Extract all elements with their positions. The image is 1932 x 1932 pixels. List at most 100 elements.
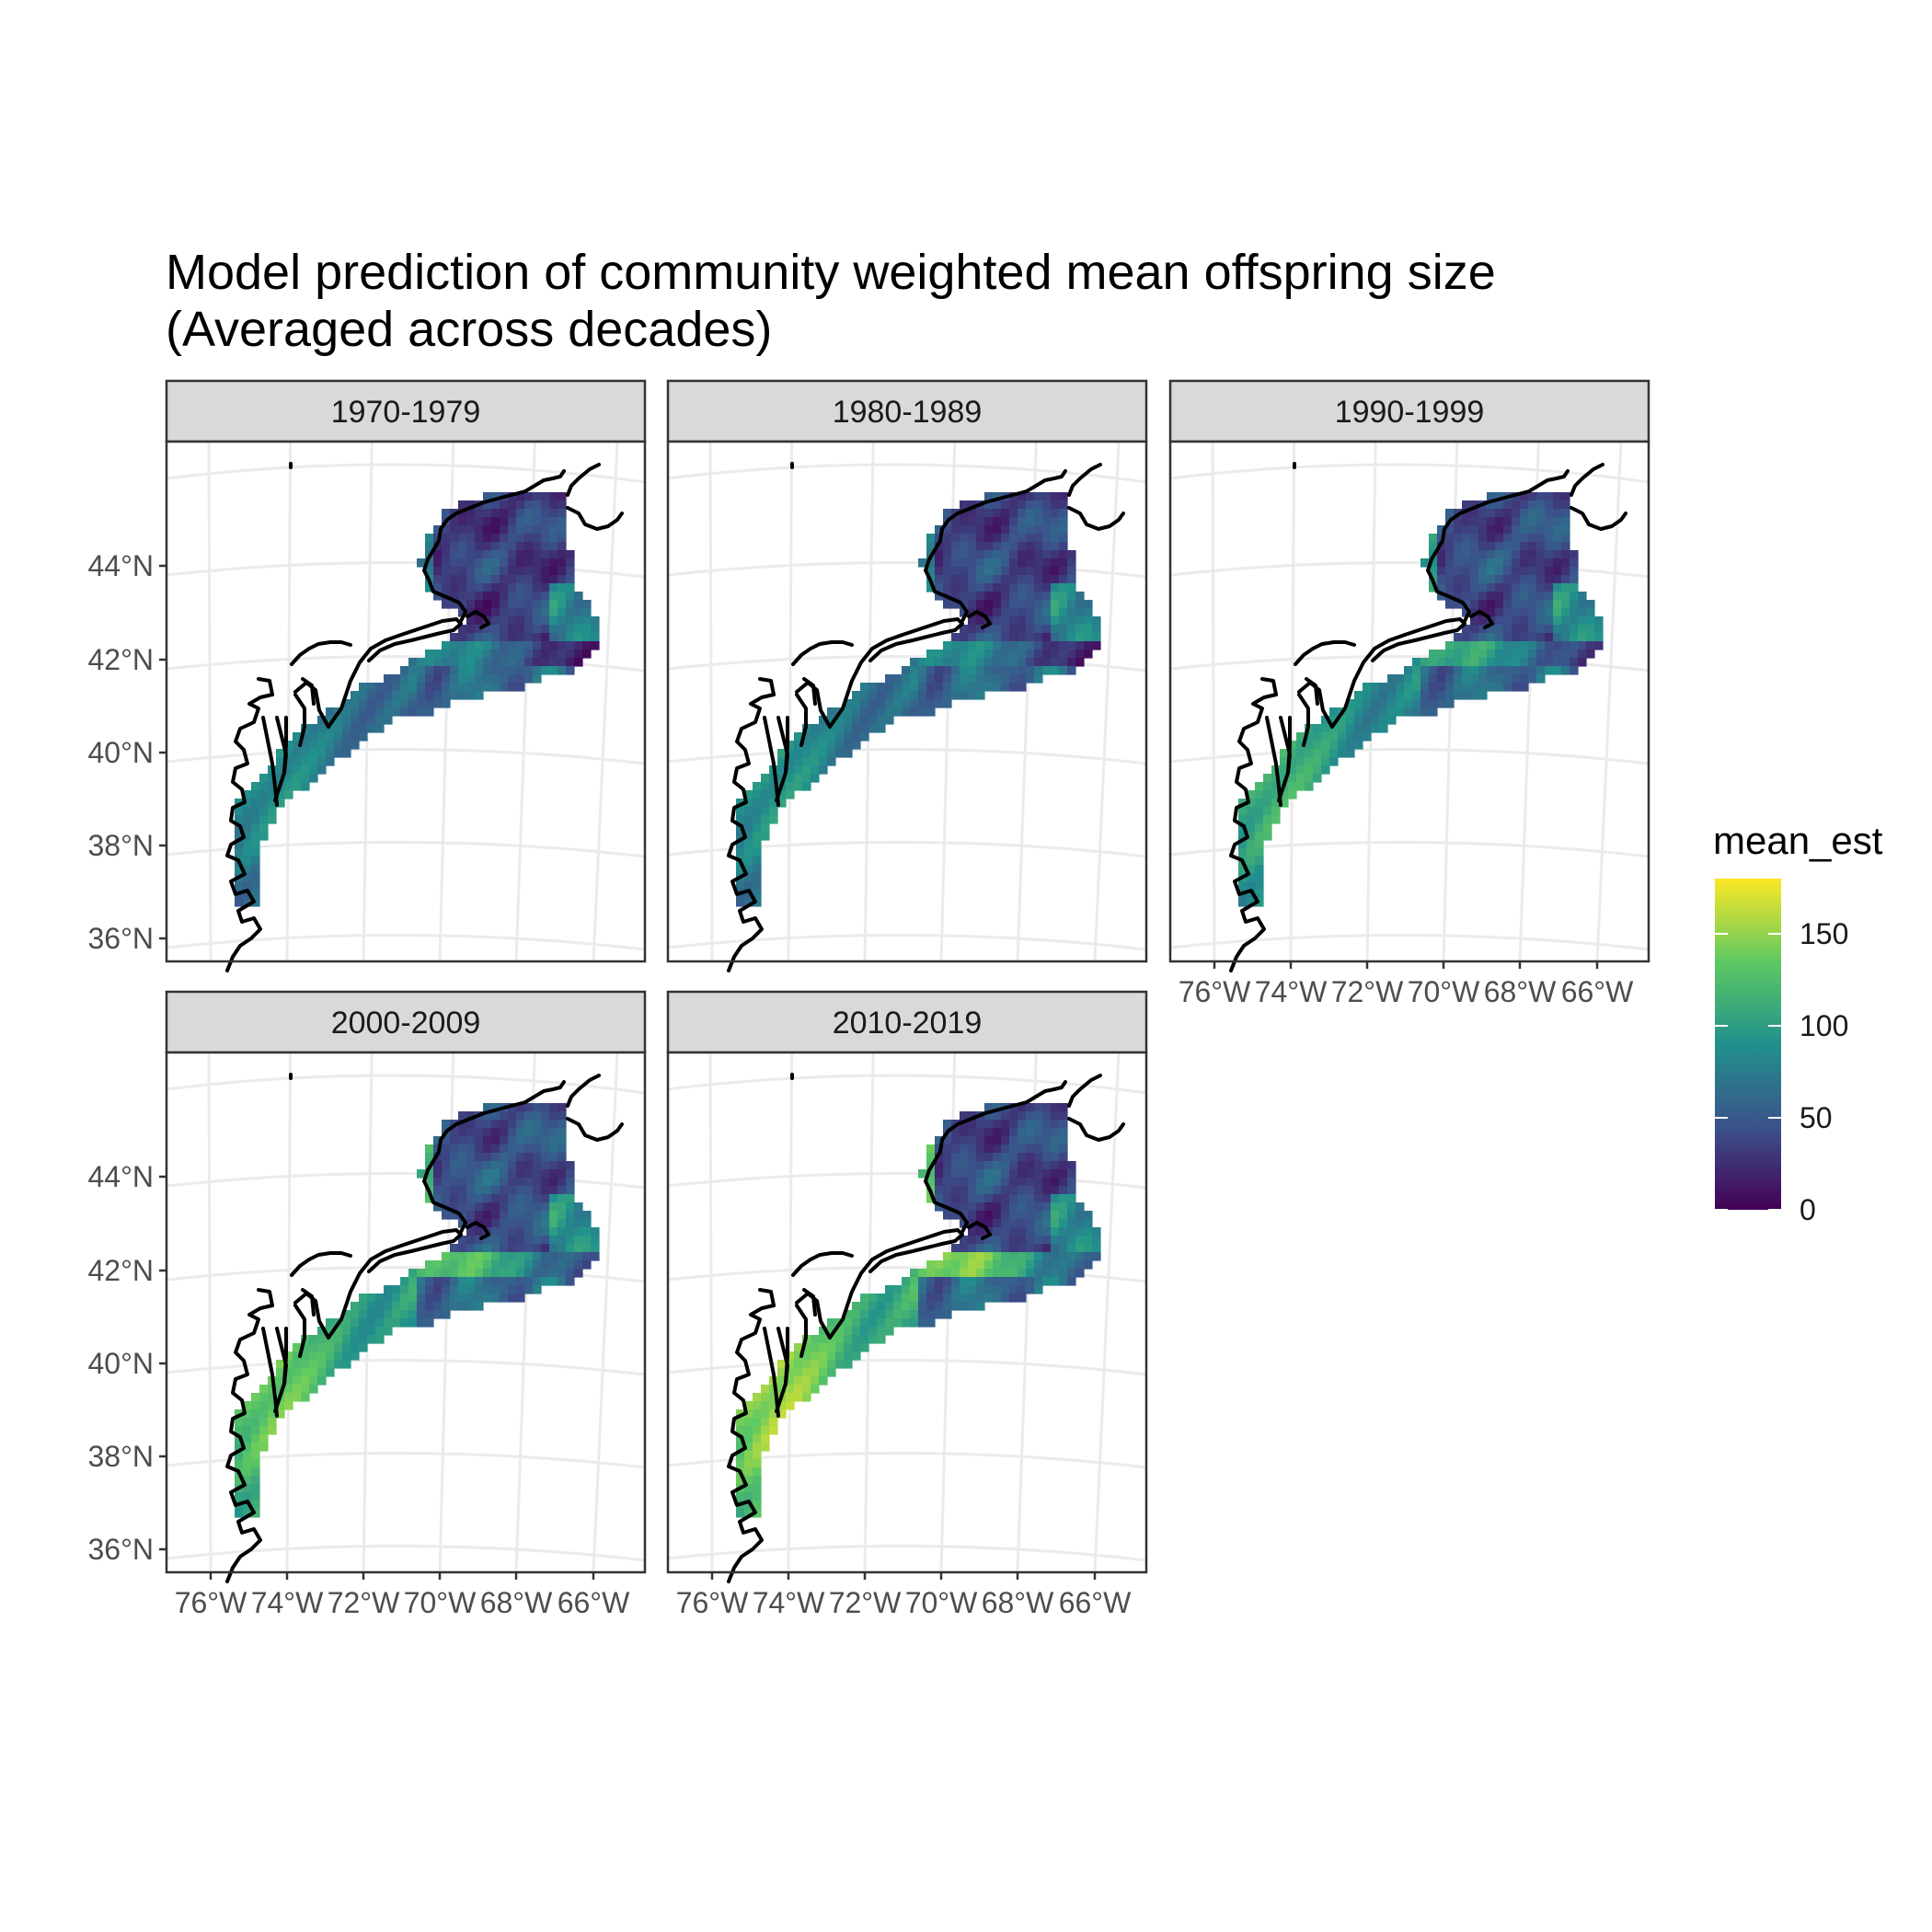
raster-cell	[777, 757, 787, 766]
raster-cell	[1462, 633, 1471, 642]
raster-cell	[926, 534, 936, 543]
raster-cell	[268, 1426, 277, 1435]
raster-cell	[458, 658, 467, 667]
raster-cell	[984, 525, 994, 535]
raster-cell	[1445, 525, 1455, 535]
raster-cell	[549, 575, 558, 584]
raster-cell	[1503, 674, 1512, 684]
raster-cell	[1487, 509, 1496, 518]
facet-strip	[666, 379, 1148, 443]
raster-cell	[1026, 1120, 1035, 1129]
raster-cell	[591, 1252, 600, 1261]
raster-cell	[910, 1285, 919, 1294]
raster-cell	[259, 1426, 269, 1435]
raster-cell	[466, 1178, 476, 1187]
raster-cell	[417, 1318, 426, 1328]
raster-cell	[984, 1244, 994, 1253]
raster-cell	[943, 567, 952, 576]
raster-cell	[1462, 517, 1471, 526]
x-tick-label: 72°W	[1331, 975, 1404, 1008]
raster-cell	[251, 807, 260, 816]
raster-cell	[1042, 1219, 1052, 1228]
raster-cell	[1051, 592, 1060, 601]
coastline-path	[422, 1080, 566, 1234]
raster-cell	[918, 1318, 927, 1328]
raster-cell	[541, 534, 550, 543]
raster-cell	[794, 741, 803, 750]
coastline-path	[290, 640, 352, 666]
raster-cell	[466, 1227, 476, 1236]
raster-cell	[960, 525, 969, 535]
raster-cell	[1001, 1219, 1010, 1228]
raster-cell	[943, 575, 952, 584]
raster-cell	[951, 674, 960, 684]
raster-cell	[984, 1161, 994, 1170]
raster-cell	[943, 558, 952, 568]
raster-cell	[524, 517, 534, 526]
raster-cell	[1570, 600, 1579, 609]
raster-cell	[408, 1277, 418, 1286]
raster-cell	[524, 1120, 534, 1129]
raster-cell	[1018, 550, 1027, 559]
raster-cell	[582, 608, 592, 617]
raster-cell	[483, 1285, 492, 1294]
raster-cell	[475, 1260, 484, 1270]
raster-cell	[777, 765, 787, 775]
raster-cell	[993, 1202, 1002, 1212]
raster-cell	[1520, 534, 1529, 543]
raster-cell	[475, 567, 484, 576]
raster-cell	[417, 1310, 426, 1319]
raster-cell	[442, 567, 451, 576]
raster-cell	[500, 625, 509, 634]
raster-cell	[450, 1194, 459, 1203]
raster-cell	[769, 1393, 778, 1402]
raster-cell	[1247, 848, 1256, 857]
raster-cell	[926, 699, 936, 708]
coastline-path	[727, 1304, 776, 1583]
raster-cell	[268, 815, 277, 824]
raster-cell	[993, 616, 1002, 626]
raster-cell	[753, 1443, 762, 1452]
raster-cell	[1553, 616, 1562, 626]
raster-cell	[334, 741, 343, 750]
raster-cell	[1247, 815, 1256, 824]
raster-cell	[827, 707, 836, 717]
raster-cell	[1034, 1252, 1043, 1261]
raster-cell	[835, 1335, 845, 1344]
raster-cell	[491, 1194, 500, 1203]
raster-cell	[243, 790, 252, 799]
raster-cell	[483, 1244, 492, 1253]
raster-cell	[1462, 683, 1471, 692]
raster-cell	[392, 1285, 401, 1294]
raster-cell	[1059, 1120, 1068, 1129]
raster-cell	[960, 600, 969, 609]
raster-cell	[566, 625, 575, 634]
coastline-path	[466, 1221, 490, 1240]
raster-cell	[1247, 799, 1256, 808]
raster-cell	[1042, 558, 1052, 568]
raster-cell	[491, 575, 500, 584]
raster-cell	[943, 525, 952, 535]
raster-cell	[1051, 1202, 1060, 1212]
raster-cell	[1487, 650, 1496, 659]
raster-cell	[326, 1360, 335, 1369]
raster-cell	[1478, 517, 1488, 526]
coastline-path	[1229, 693, 1278, 972]
raster-cell	[566, 558, 575, 568]
raster-cell	[243, 1501, 252, 1510]
raster-cell	[993, 1178, 1002, 1187]
raster-cell	[968, 575, 977, 584]
raster-cell	[960, 1128, 969, 1137]
raster-cell	[1561, 492, 1570, 501]
raster-cell	[566, 575, 575, 584]
raster-cell	[1570, 658, 1579, 667]
raster-cell	[753, 1501, 762, 1510]
coastline-path	[422, 469, 566, 623]
raster-cell	[566, 616, 575, 626]
raster-cell	[1018, 1236, 1027, 1245]
raster-cell	[1034, 1227, 1043, 1236]
raster-cell	[1075, 1269, 1085, 1278]
raster-cell	[811, 1343, 820, 1352]
raster-cell	[1009, 1236, 1018, 1245]
raster-cell	[968, 1144, 977, 1154]
